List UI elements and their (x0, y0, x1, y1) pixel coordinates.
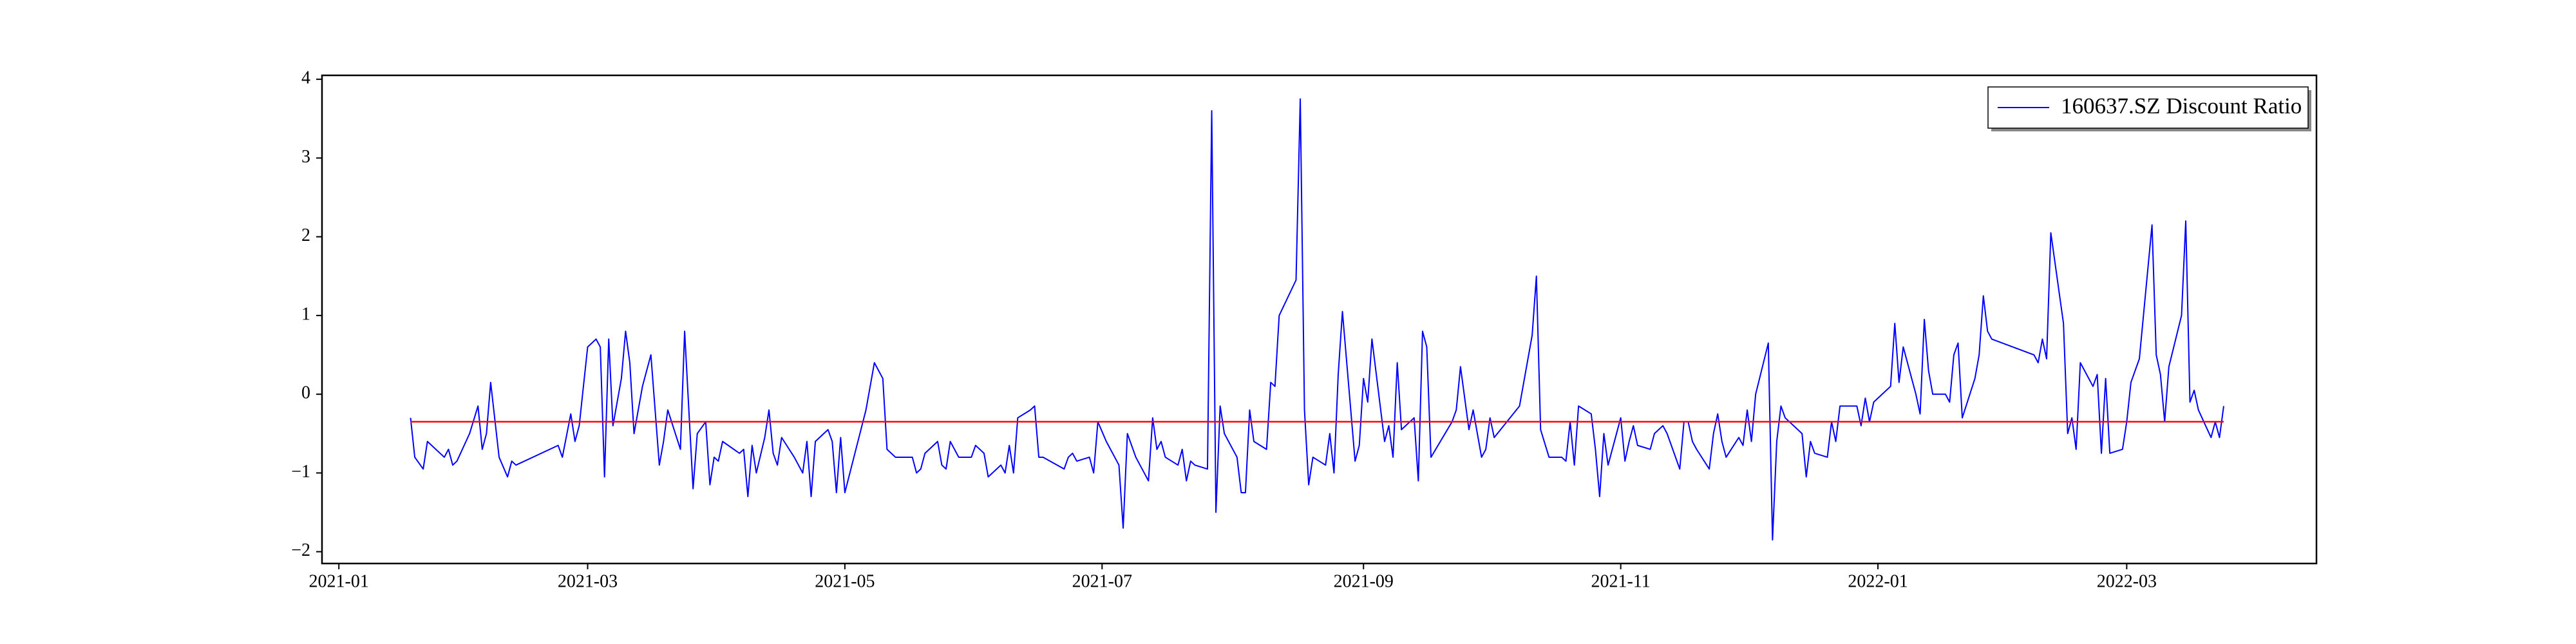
x-tick-label: 2021-01 (309, 571, 369, 591)
y-tick-label: −1 (291, 462, 310, 482)
x-tick-label: 2021-05 (815, 571, 875, 591)
x-tick-label: 2021-03 (558, 571, 618, 591)
x-tick-label: 2021-11 (1591, 571, 1651, 591)
legend-label: 160637.SZ Discount Ratio (2061, 93, 2302, 118)
y-tick-label: 4 (301, 68, 310, 88)
y-tick-label: 3 (301, 147, 310, 167)
plot-frame (321, 74, 2318, 565)
x-tick-label: 2021-09 (1334, 571, 1394, 591)
x-tick-label: 2021-07 (1072, 571, 1132, 591)
y-tick-label: 0 (301, 383, 310, 403)
x-tick-label: 2022-03 (2097, 571, 2157, 591)
x-tick-label: 2022-01 (1848, 571, 1908, 591)
legend: 160637.SZ Discount Ratio (1987, 86, 2311, 131)
data-line (410, 98, 2224, 541)
y-tick-label: 2 (301, 225, 310, 245)
y-tick-label: −2 (291, 540, 310, 560)
y-tick-label: 1 (301, 304, 310, 324)
